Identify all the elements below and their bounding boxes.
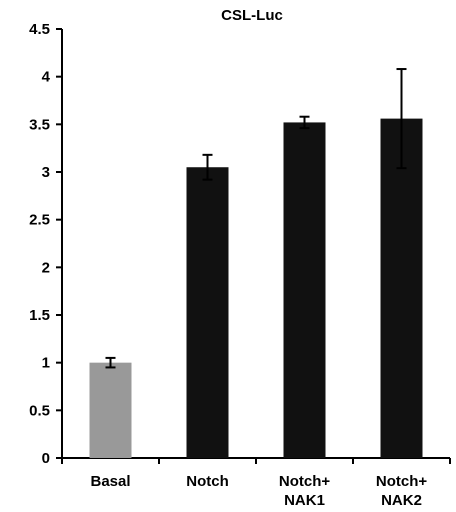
x-category-label: Notch bbox=[186, 473, 229, 490]
x-category-label: Basal bbox=[90, 473, 130, 490]
chart-title: CSL-Luc bbox=[221, 7, 283, 24]
bar bbox=[380, 118, 423, 458]
x-category-label: NAK1 bbox=[284, 492, 325, 509]
y-tick-label: 0 bbox=[42, 450, 50, 467]
x-category-label: Notch+ bbox=[376, 473, 427, 490]
y-tick-label: 3 bbox=[42, 164, 50, 181]
bars bbox=[89, 68, 423, 458]
y-axis: 0 0.5 1 1.5 2 2.5 3 3.5 4 4.5 bbox=[29, 21, 63, 467]
y-tick-label: 1.5 bbox=[29, 307, 50, 324]
y-tick-label: 4.5 bbox=[29, 21, 50, 38]
y-tick-label: 2 bbox=[42, 259, 50, 276]
y-tick-label: 1 bbox=[42, 355, 50, 372]
x-category-label: NAK2 bbox=[381, 492, 422, 509]
y-tick-label: 4 bbox=[42, 69, 51, 86]
x-category-label: Notch+ bbox=[279, 473, 330, 490]
x-axis: Basal Notch Notch+ NAK1 Notch+ NAK2 bbox=[61, 457, 451, 509]
y-tick-label: 2.5 bbox=[29, 212, 50, 229]
y-tick-label: 0.5 bbox=[29, 402, 50, 419]
y-tick-label: 3.5 bbox=[29, 116, 50, 133]
bar bbox=[186, 167, 229, 458]
bar bbox=[283, 122, 326, 458]
bar bbox=[89, 362, 132, 458]
